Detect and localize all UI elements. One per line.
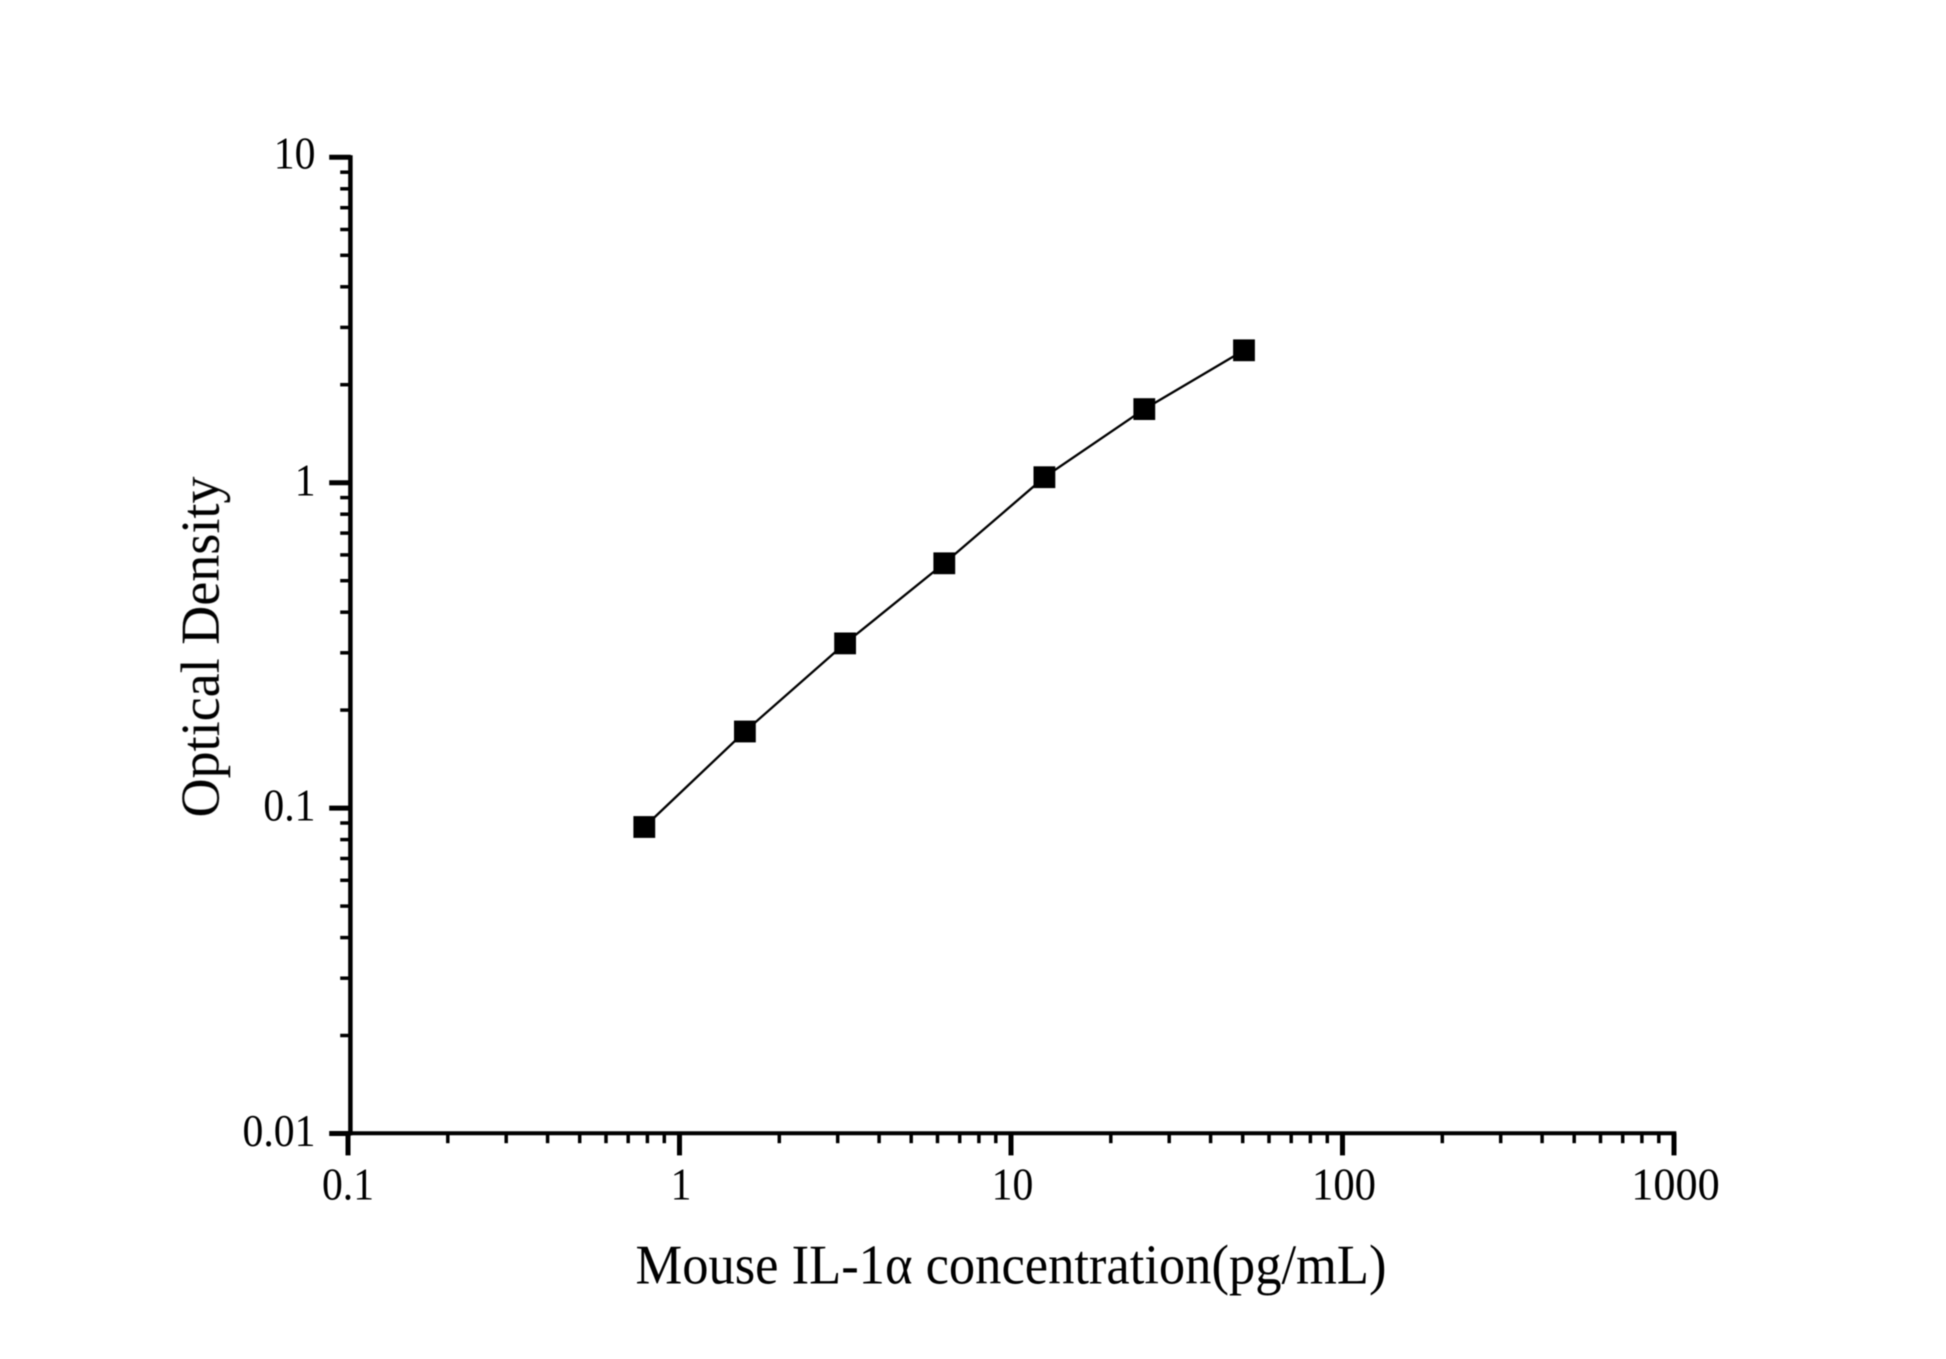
svg-text:1000: 1000 [1631,1159,1720,1210]
svg-text:Mouse IL-1α concentration(pg/m: Mouse IL-1α concentration(pg/mL) [636,1235,1387,1297]
svg-text:Optical Density: Optical Density [170,476,231,818]
svg-text:1: 1 [295,454,316,505]
svg-text:100: 100 [1312,1159,1376,1210]
svg-text:1: 1 [671,1159,692,1210]
svg-text:10: 10 [274,128,316,179]
svg-text:0.1: 0.1 [322,1159,374,1210]
svg-text:10: 10 [992,1159,1034,1210]
svg-text:0.01: 0.01 [243,1105,316,1156]
svg-text:0.1: 0.1 [263,780,315,831]
